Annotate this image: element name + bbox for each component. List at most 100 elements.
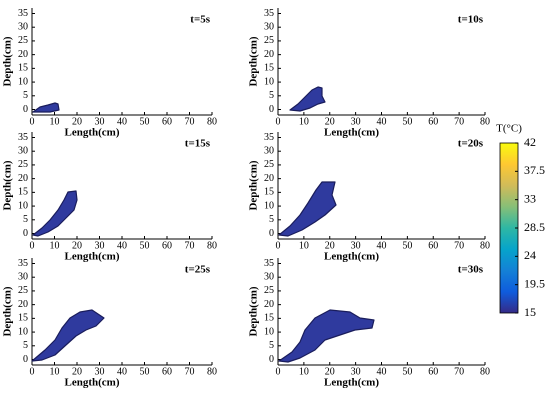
x-tick-label: 50: [140, 366, 150, 377]
x-tick-label: 20: [72, 366, 82, 377]
y-tick-label: 20: [264, 299, 274, 310]
colorbar-tick-label: 24: [524, 248, 536, 262]
x-tick-label: 30: [95, 116, 105, 127]
x-tick-label: 60: [428, 116, 438, 127]
y-tick-label: 35: [18, 8, 28, 19]
x-tick-label: 0: [276, 116, 281, 127]
y-tick-label: 20: [18, 49, 28, 60]
y-tick-label: 10: [264, 326, 274, 337]
x-tick-label: 60: [162, 240, 172, 251]
x-tick-label: 10: [299, 366, 309, 377]
temperature-field: [278, 309, 375, 363]
y-tick-label: 30: [18, 146, 28, 157]
x-tick-label: 20: [72, 116, 82, 127]
y-tick-label: 25: [264, 35, 274, 46]
x-tick-label: 40: [377, 240, 387, 251]
x-axis-label: Length(cm): [65, 377, 120, 389]
y-tick-label: 20: [264, 49, 274, 60]
time-annotation: t=5s: [190, 14, 210, 26]
temperature-field: [32, 102, 60, 113]
y-tick-label: 5: [23, 340, 28, 351]
y-tick-label: 25: [18, 285, 28, 296]
x-tick-label: 40: [377, 116, 387, 127]
y-axis-label: Depth(cm): [248, 36, 260, 86]
y-tick-label: 30: [264, 272, 274, 283]
temperature-field: [31, 309, 105, 362]
time-annotation: t=15s: [185, 138, 211, 150]
x-tick-label: 30: [351, 116, 361, 127]
x-tick-label: 10: [299, 116, 309, 127]
x-tick-label: 80: [480, 366, 490, 377]
y-tick-label: 10: [18, 76, 28, 87]
x-tick-label: 20: [325, 366, 335, 377]
x-tick-label: 0: [30, 116, 35, 127]
x-tick-label: 40: [117, 116, 127, 127]
temperature-field: [289, 86, 326, 112]
colorbar-tick-label: 15: [524, 305, 536, 319]
x-tick-label: 70: [185, 116, 195, 127]
x-tick-label: 20: [325, 116, 335, 127]
y-tick-label: 35: [264, 258, 274, 269]
colorbar-tick-label: 42: [524, 135, 536, 149]
y-tick-label: 0: [269, 354, 274, 365]
x-tick-label: 30: [351, 240, 361, 251]
x-tick-label: 80: [480, 116, 490, 127]
time-annotation: t=20s: [458, 138, 484, 150]
y-tick-label: 0: [269, 104, 274, 115]
y-tick-label: 15: [264, 187, 274, 198]
x-tick-label: 50: [140, 116, 150, 127]
x-tick-label: 40: [377, 366, 387, 377]
temperature-fields: [31, 86, 375, 363]
time-annotation: t=25s: [185, 264, 211, 276]
colorbar-tick-label: 37.5: [524, 163, 545, 177]
y-axis-label: Depth(cm): [2, 36, 14, 86]
x-tick-label: 0: [276, 366, 281, 377]
x-tick-label: 80: [207, 240, 217, 251]
y-tick-label: 0: [23, 354, 28, 365]
y-tick-label: 0: [23, 104, 28, 115]
y-axis-label: Depth(cm): [248, 286, 260, 336]
x-tick-label: 10: [299, 240, 309, 251]
colorbar-label: T(°C): [496, 123, 522, 135]
y-tick-label: 30: [18, 272, 28, 283]
x-tick-label: 50: [402, 240, 412, 251]
y-tick-label: 10: [18, 200, 28, 211]
time-annotation: t=30s: [458, 264, 484, 276]
y-tick-label: 30: [264, 22, 274, 33]
x-tick-label: 40: [117, 366, 127, 377]
x-tick-label: 40: [117, 240, 127, 251]
y-tick-label: 15: [264, 313, 274, 324]
y-tick-label: 15: [18, 63, 28, 74]
y-tick-label: 5: [269, 90, 274, 101]
x-tick-label: 70: [454, 116, 464, 127]
x-tick-label: 80: [207, 366, 217, 377]
x-tick-label: 0: [30, 366, 35, 377]
y-tick-label: 20: [264, 173, 274, 184]
y-tick-label: 35: [264, 8, 274, 19]
x-axis-label: Length(cm): [324, 127, 379, 139]
x-axis-label: Length(cm): [65, 127, 120, 139]
x-axis-label: Length(cm): [324, 251, 379, 263]
y-tick-label: 15: [18, 313, 28, 324]
x-tick-label: 50: [140, 240, 150, 251]
y-axis-label: Depth(cm): [2, 286, 14, 336]
x-tick-label: 60: [162, 366, 172, 377]
x-tick-label: 30: [351, 366, 361, 377]
x-tick-label: 50: [402, 116, 412, 127]
x-tick-label: 80: [207, 116, 217, 127]
colorbar-tick-label: 19.5: [524, 276, 545, 290]
x-tick-label: 30: [95, 240, 105, 251]
y-tick-label: 15: [18, 187, 28, 198]
y-tick-label: 25: [18, 35, 28, 46]
y-tick-label: 5: [269, 340, 274, 351]
y-tick-label: 20: [18, 173, 28, 184]
x-tick-label: 60: [162, 116, 172, 127]
y-tick-label: 5: [269, 214, 274, 225]
y-tick-label: 30: [18, 22, 28, 33]
y-tick-label: 25: [264, 285, 274, 296]
y-tick-label: 0: [23, 228, 28, 239]
y-tick-label: 35: [18, 258, 28, 269]
x-tick-label: 60: [428, 366, 438, 377]
y-tick-label: 15: [264, 63, 274, 74]
